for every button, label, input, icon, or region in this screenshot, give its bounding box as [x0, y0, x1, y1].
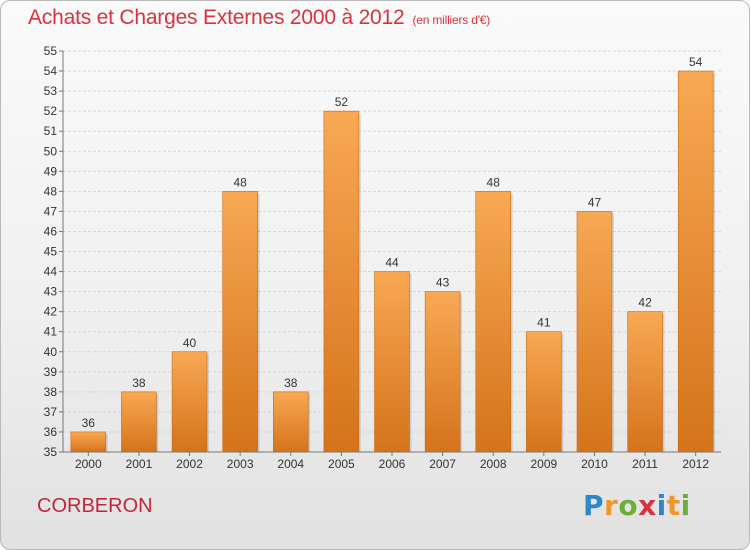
bar — [576, 211, 613, 453]
data-label: 38 — [132, 376, 146, 390]
x-tick-label: 2003 — [227, 457, 254, 471]
y-tick-label: 55 — [44, 44, 58, 58]
bar — [273, 391, 309, 453]
x-tick-label: 2009 — [530, 457, 557, 471]
bar — [424, 291, 461, 453]
y-tick-label: 35 — [44, 445, 58, 459]
bar — [171, 351, 208, 453]
x-tick-label: 2011 — [632, 457, 658, 471]
y-tick-label: 49 — [44, 164, 58, 178]
x-tick-label: 2002 — [176, 457, 203, 471]
data-label: 43 — [436, 276, 450, 290]
bars: 36 38 40 48 38 52 44 43 48 41 47 42 54 — [70, 55, 716, 453]
x-tick-label: 2012 — [682, 457, 709, 471]
city-name: CORBERON — [37, 495, 153, 517]
x-tick-label: 2004 — [277, 457, 304, 471]
data-label: 47 — [588, 195, 602, 209]
data-label: 42 — [638, 296, 652, 310]
x-tick-label: 2005 — [328, 457, 355, 471]
x-tick-label: 2010 — [581, 457, 608, 471]
bar — [121, 391, 157, 453]
y-tick-label: 53 — [44, 84, 58, 98]
logo-letter: o — [618, 489, 639, 522]
bar — [475, 191, 511, 453]
bar — [70, 431, 107, 453]
y-tick-label: 40 — [44, 345, 58, 359]
bar — [677, 70, 714, 453]
data-label: 38 — [284, 376, 298, 390]
y-tick-label: 36 — [44, 425, 58, 439]
y-tick-label: 45 — [44, 245, 58, 259]
data-label: 52 — [335, 95, 349, 109]
y-tick-label: 46 — [44, 224, 58, 238]
data-label: 36 — [82, 416, 96, 430]
bar — [627, 311, 663, 453]
axes: 35 36 37 38 39 40 41 42 43 44 45 46 47 48 49 50 51 52 53 54… — [44, 44, 721, 471]
y-tick-label: 37 — [44, 405, 58, 419]
bar — [222, 191, 258, 453]
data-label: 48 — [233, 175, 247, 189]
logo-letter: i — [656, 489, 667, 522]
logo-letter: i — [680, 489, 691, 522]
y-tick-label: 42 — [44, 305, 58, 319]
x-tick-label: 2007 — [429, 457, 456, 471]
data-label: 54 — [689, 55, 703, 69]
bar — [526, 331, 562, 453]
y-tick-label: 38 — [44, 385, 58, 399]
logo-letter: x — [638, 489, 657, 522]
logo-letter: t — [666, 489, 681, 522]
y-tick-label: 47 — [44, 204, 58, 218]
data-label: 48 — [487, 175, 501, 189]
x-tick-label: 2000 — [75, 457, 102, 471]
logo-letter: r — [604, 489, 619, 522]
y-tick-label: 41 — [44, 325, 58, 339]
chart-title-text: Achats et Charges Externes 2000 à 2012 — [28, 6, 405, 29]
y-tick-label: 43 — [44, 285, 58, 299]
x-tick-label: 2006 — [379, 457, 406, 471]
chart-unit: (en milliers d'€) — [412, 13, 491, 27]
y-tick-label: 39 — [44, 365, 58, 379]
x-tick-label: 2008 — [480, 457, 507, 471]
y-tick-label: 50 — [44, 144, 58, 158]
proxiti-logo[interactable]: Proxiti — [583, 489, 691, 522]
x-tick-label: 2001 — [126, 457, 153, 471]
data-label: 41 — [537, 316, 551, 330]
y-tick-label: 54 — [44, 64, 58, 78]
y-tick-label: 44 — [44, 265, 58, 279]
y-tick-label: 51 — [44, 124, 58, 138]
data-label: 40 — [183, 336, 197, 350]
data-label: 44 — [385, 256, 399, 270]
logo-letter: P — [583, 489, 605, 522]
chart-title: Achats et Charges Externes 2000 à 2012 (e… — [28, 6, 490, 30]
y-tick-label: 48 — [44, 184, 58, 198]
bar — [374, 271, 410, 453]
y-tick-label: 52 — [44, 104, 58, 118]
bar — [323, 110, 360, 453]
